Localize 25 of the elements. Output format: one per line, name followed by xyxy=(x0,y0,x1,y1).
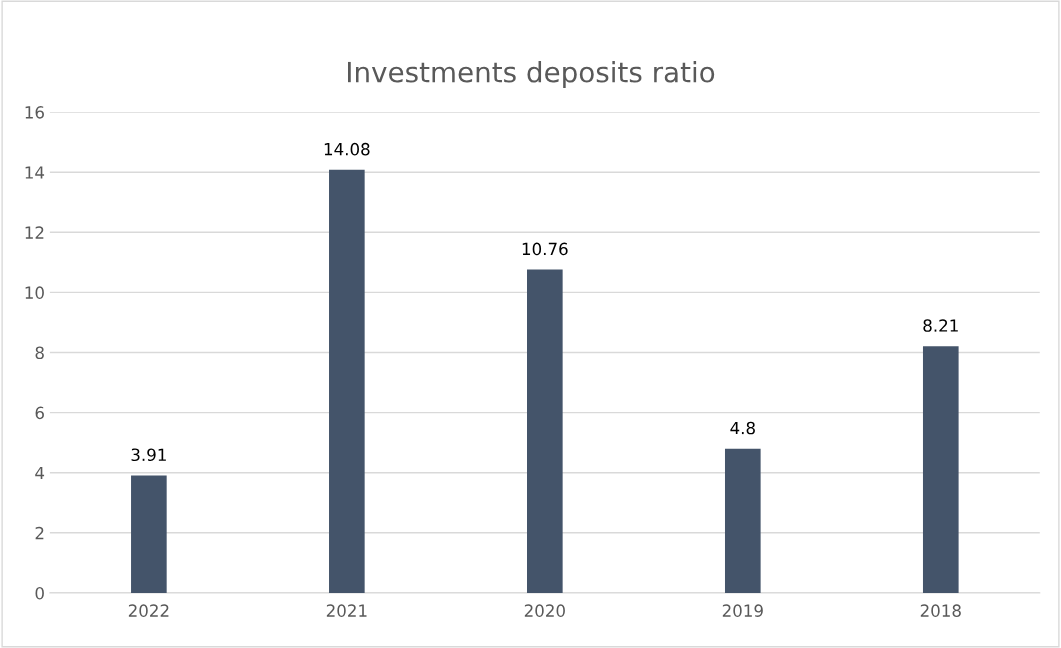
data-label: 8.21 xyxy=(923,319,958,332)
x-tick-label: 2020 xyxy=(524,604,565,617)
x-tick-label: 2021 xyxy=(326,604,367,617)
y-tick-label: 14 xyxy=(25,166,45,179)
x-tick-label: 2022 xyxy=(128,604,169,617)
data-label: 10.76 xyxy=(522,242,568,256)
y-tick-label: 0 xyxy=(35,586,44,600)
data-label: 4.8 xyxy=(730,421,755,435)
x-tick-label: 2019 xyxy=(722,604,763,617)
chart-title: Investments deposits ratio xyxy=(348,61,715,88)
y-tick-label: 12 xyxy=(25,226,44,239)
bar xyxy=(131,475,167,593)
y-tick-label: 6 xyxy=(35,406,44,420)
y-tick-label: 16 xyxy=(25,106,44,119)
bar xyxy=(329,169,365,593)
y-tick-label: 10 xyxy=(25,286,44,299)
data-label: 3.91 xyxy=(131,448,166,462)
y-tick-label: 8 xyxy=(35,346,44,360)
bar xyxy=(527,269,563,593)
x-tick-label: 2018 xyxy=(920,604,961,617)
y-tick-label: 4 xyxy=(35,466,45,480)
bar xyxy=(724,448,761,593)
y-tick-label: 2 xyxy=(35,526,44,540)
bar xyxy=(922,346,959,593)
data-label: 14.08 xyxy=(324,142,370,156)
